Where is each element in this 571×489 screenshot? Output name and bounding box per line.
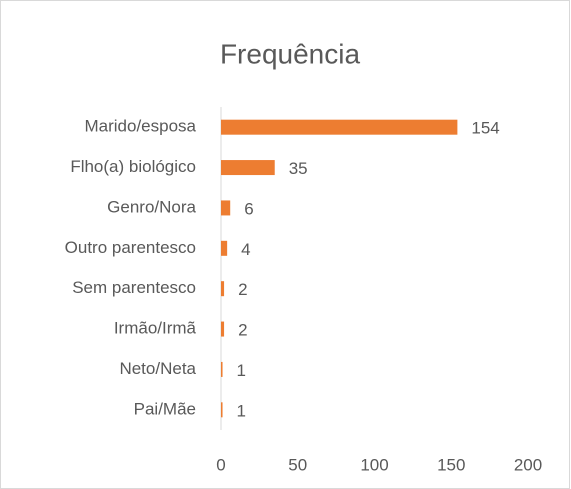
bar [221, 119, 458, 135]
bar [221, 240, 228, 256]
y-tick-label: Pai/Mãe [134, 399, 196, 418]
bar [221, 281, 225, 297]
data-label: 4 [241, 240, 250, 259]
bar [221, 321, 225, 337]
bar [221, 160, 275, 176]
bar [221, 402, 223, 418]
y-tick-label: Irmão/Irmã [114, 319, 197, 338]
data-label: 2 [238, 321, 247, 340]
data-label: 154 [471, 119, 499, 138]
chart-title: Frequência [220, 38, 361, 69]
bar [221, 361, 223, 377]
data-label: 1 [237, 401, 246, 420]
y-tick-label: Outro parentesco [65, 238, 196, 257]
y-tick-label: Genro/Nora [107, 197, 196, 216]
bar [221, 200, 231, 216]
x-tick-label: 100 [360, 455, 388, 474]
y-tick-label: Marido/esposa [84, 117, 196, 136]
data-label: 35 [289, 159, 308, 178]
data-label: 1 [237, 361, 246, 380]
y-tick-label: Sem parentesco [72, 278, 196, 297]
y-tick-label: Flho(a) biológico [70, 157, 196, 176]
data-label: 6 [244, 199, 253, 218]
x-tick-label: 200 [514, 455, 542, 474]
x-tick-label: 50 [288, 455, 307, 474]
y-tick-label: Neto/Neta [119, 359, 196, 378]
x-tick-label: 0 [216, 455, 225, 474]
data-label: 2 [238, 280, 247, 299]
x-tick-label: 150 [437, 455, 465, 474]
